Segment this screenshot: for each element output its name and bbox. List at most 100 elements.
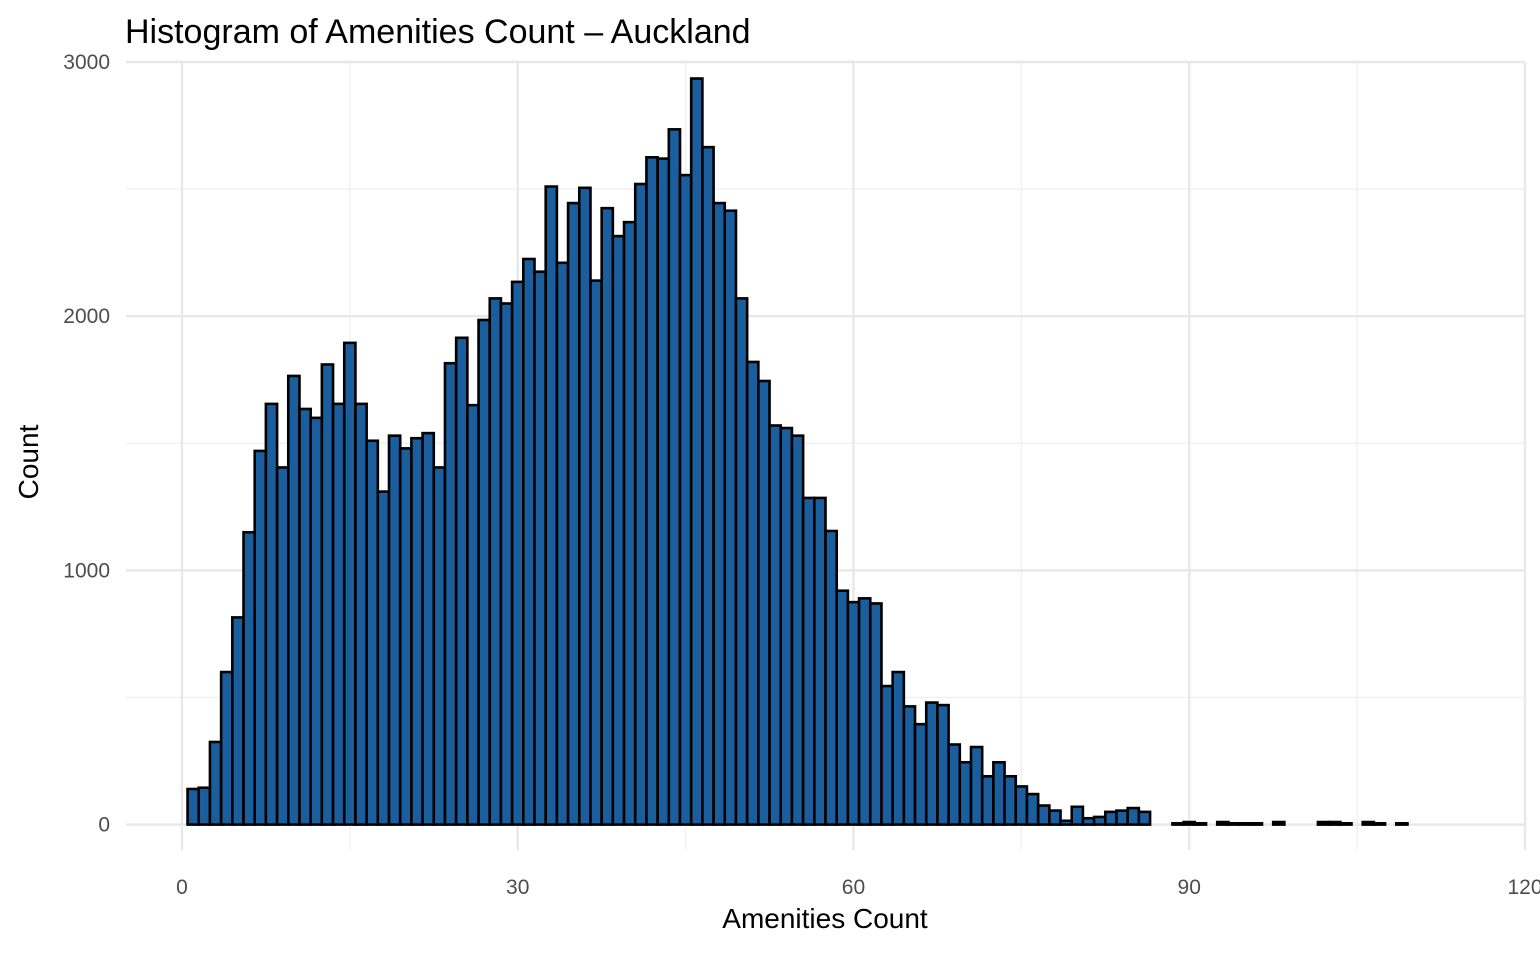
histogram-bar bbox=[454, 336, 469, 826]
histogram-bar bbox=[1193, 822, 1208, 826]
histogram-bar bbox=[992, 760, 1006, 826]
histogram-bar bbox=[656, 157, 671, 826]
histogram-bar bbox=[1115, 809, 1129, 826]
histogram-bar bbox=[231, 616, 245, 826]
histogram-bar bbox=[969, 745, 984, 826]
histogram-bar bbox=[645, 156, 659, 826]
histogram-bar bbox=[734, 297, 749, 826]
y-tick-label: 3000 bbox=[63, 51, 110, 74]
histogram-bar bbox=[1104, 810, 1118, 826]
histogram-bar bbox=[510, 280, 525, 826]
histogram-bar bbox=[589, 279, 603, 826]
histogram-bar bbox=[421, 431, 436, 826]
histogram-bar bbox=[398, 447, 413, 826]
histogram-bar bbox=[275, 466, 290, 826]
histogram-bar bbox=[1036, 804, 1051, 826]
histogram-bar bbox=[678, 173, 693, 826]
histogram-bar bbox=[1372, 822, 1387, 826]
histogram-bar bbox=[633, 182, 648, 826]
x-axis-title: Amenities Count bbox=[722, 903, 928, 934]
histogram-bar bbox=[477, 318, 492, 826]
histogram-bar bbox=[1271, 820, 1286, 826]
histogram-bar bbox=[1137, 810, 1152, 826]
histogram-bar bbox=[1126, 806, 1141, 826]
histogram-bar bbox=[779, 426, 794, 826]
histogram-bar bbox=[577, 186, 592, 826]
histogram-bar bbox=[1249, 822, 1264, 826]
histogram-bar bbox=[924, 701, 939, 826]
histogram-bar bbox=[320, 363, 335, 826]
histogram-bar bbox=[611, 234, 626, 826]
histogram-bar bbox=[499, 302, 514, 826]
histogram-bar bbox=[208, 740, 223, 826]
histogram-bar bbox=[376, 490, 391, 826]
x-tick-label: 90 bbox=[1178, 876, 1201, 899]
chart-title: Histogram of Amenities Count – Auckland bbox=[125, 13, 751, 51]
bars-layer bbox=[186, 77, 1409, 826]
histogram-bar bbox=[689, 77, 704, 826]
histogram-bar bbox=[622, 220, 637, 826]
histogram-bar bbox=[443, 361, 458, 826]
histogram-bar bbox=[801, 496, 816, 826]
histogram-bar bbox=[913, 722, 928, 826]
histogram-bar bbox=[1316, 820, 1331, 826]
histogram-bar bbox=[600, 206, 615, 826]
x-tick-label: 60 bbox=[842, 876, 865, 899]
histogram-bar bbox=[342, 341, 357, 826]
histogram-bar bbox=[1014, 785, 1029, 826]
y-axis-title: Count bbox=[13, 424, 44, 499]
histogram-bar bbox=[947, 743, 962, 826]
x-tick-label: 120 bbox=[1507, 876, 1540, 899]
histogram-bar bbox=[219, 670, 234, 826]
histogram-bar bbox=[488, 297, 503, 826]
histogram-bar bbox=[701, 145, 715, 826]
histogram-bar bbox=[264, 402, 279, 826]
histogram-bar bbox=[1025, 792, 1040, 826]
histogram-bar bbox=[1048, 809, 1062, 826]
histogram-bar bbox=[1003, 774, 1018, 826]
y-tick-label: 1000 bbox=[63, 559, 110, 582]
tick-labels-layer: 0 30 60 90 120 0 1000 2000 3000 bbox=[63, 51, 1540, 899]
y-tick-label: 0 bbox=[98, 814, 110, 837]
histogram-bar bbox=[466, 403, 480, 826]
histogram-bar bbox=[1238, 822, 1253, 826]
histogram-bar bbox=[298, 407, 312, 826]
x-tick-label: 0 bbox=[176, 876, 188, 899]
histogram-bar bbox=[533, 270, 548, 826]
histogram-bar bbox=[857, 597, 872, 826]
histogram-bar bbox=[757, 379, 771, 826]
histogram-bar bbox=[667, 128, 682, 826]
histogram-bar bbox=[891, 670, 906, 826]
histogram-bar bbox=[1092, 815, 1107, 826]
histogram-bar bbox=[712, 201, 727, 826]
histogram-bar bbox=[242, 530, 257, 826]
histogram-bar bbox=[286, 374, 301, 826]
histogram-bar bbox=[432, 466, 447, 826]
histogram-bar bbox=[309, 416, 324, 826]
histogram-bar bbox=[723, 209, 738, 826]
histogram-bar bbox=[1394, 822, 1409, 826]
histogram-bar bbox=[555, 261, 570, 826]
histogram-bar bbox=[544, 185, 559, 826]
histogram-bar bbox=[253, 449, 268, 826]
histogram-bar bbox=[768, 424, 783, 826]
histogram-bar bbox=[1327, 820, 1342, 826]
histogram-bar bbox=[410, 436, 424, 826]
histogram-bar bbox=[1182, 820, 1197, 826]
histogram-bar bbox=[365, 439, 380, 826]
histogram-bar bbox=[813, 496, 827, 826]
histogram-bar bbox=[1215, 820, 1230, 826]
histogram-bar bbox=[835, 589, 850, 826]
histogram-bar bbox=[745, 360, 760, 826]
histogram-bar bbox=[980, 774, 995, 826]
y-tick-label: 2000 bbox=[63, 305, 110, 328]
histogram-bar bbox=[1059, 819, 1074, 826]
histogram-bar bbox=[936, 703, 950, 826]
histogram-bar bbox=[566, 201, 581, 826]
histogram-bar bbox=[522, 257, 536, 826]
histogram-bar bbox=[197, 786, 212, 826]
histogram-bar bbox=[186, 787, 201, 826]
histogram-bar bbox=[1171, 822, 1185, 826]
